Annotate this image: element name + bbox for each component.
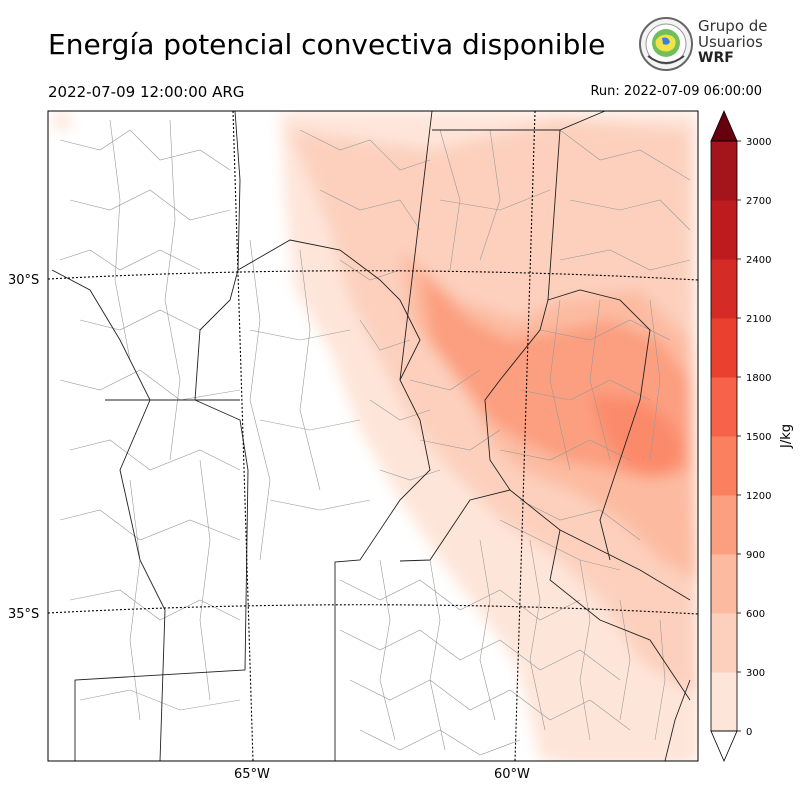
parallel-30s bbox=[48, 270, 698, 281]
grupo-usuarios-wrf-logo: Grupo de Usuarios WRF bbox=[638, 16, 768, 72]
lat-label-30s: 30°S bbox=[8, 273, 39, 288]
colorbar-tick-label: 2700 bbox=[746, 196, 771, 207]
meridian-60w bbox=[514, 111, 536, 761]
colorbar-unit-label: J/kg bbox=[779, 424, 794, 449]
colorbar-extend-max bbox=[710, 109, 738, 142]
colorbar-tick-label: 1200 bbox=[746, 491, 771, 502]
colorbar-tick-label: 600 bbox=[746, 609, 765, 620]
parallel-35s bbox=[48, 604, 698, 615]
colorbar-tick-label: 2100 bbox=[746, 314, 771, 325]
colorbar-segment bbox=[711, 436, 737, 496]
valid-time-label: 2022-07-09 12:00:00 ARG bbox=[48, 83, 245, 101]
colorbar-tick-label: 2400 bbox=[746, 255, 771, 266]
colorbar-tick-label: 1500 bbox=[746, 432, 771, 443]
seal-globe-icon bbox=[639, 17, 693, 71]
run-time-label: Run: 2022-07-09 06:00:00 bbox=[590, 84, 762, 99]
colorbar-tick-label: 3000 bbox=[746, 137, 771, 148]
meridian-65w bbox=[232, 111, 254, 761]
map-frame bbox=[47, 110, 699, 762]
logo-text: Grupo de Usuarios WRF bbox=[698, 18, 768, 66]
logo-line-3: WRF bbox=[698, 50, 734, 66]
colorbar-tick-label: 1800 bbox=[746, 373, 771, 384]
colorbar-segment bbox=[711, 259, 737, 319]
logo-line-2: Usuarios bbox=[698, 33, 763, 51]
department-boundaries bbox=[59, 119, 691, 756]
lon-label-65w: 65°W bbox=[234, 767, 270, 782]
cape-patch-south bbox=[520, 660, 690, 761]
colorbar-segment bbox=[711, 554, 737, 614]
colorbar: 0 300 600 900 1200 1500 1800 2100 2400 2700 3000 J/… bbox=[710, 109, 794, 763]
colorbar-tick-label: 300 bbox=[746, 668, 765, 679]
colorbar-tick-label: 900 bbox=[746, 550, 765, 561]
colorbar-segment bbox=[711, 318, 737, 378]
logo-line-1: Grupo de bbox=[698, 17, 768, 35]
colorbar-segment bbox=[711, 377, 737, 437]
colorbar-segment bbox=[711, 200, 737, 260]
cape-patch-northwest bbox=[52, 112, 70, 130]
province-boundaries bbox=[51, 111, 691, 761]
cape-1200-1500 bbox=[590, 395, 685, 475]
colorbar-extend-min bbox=[710, 730, 738, 763]
lat-label-35s: 35°S bbox=[8, 607, 39, 622]
map-title: Energía potencial convectiva disponible bbox=[48, 28, 606, 61]
colorbar-segment bbox=[711, 141, 737, 201]
colorbar-segment bbox=[711, 672, 737, 732]
colorbar-segment bbox=[711, 613, 737, 673]
colorbar-segment bbox=[711, 495, 737, 555]
graticule bbox=[48, 111, 698, 761]
lon-label-60w: 60°W bbox=[494, 767, 530, 782]
colorbar-tick-label: 0 bbox=[746, 727, 752, 738]
